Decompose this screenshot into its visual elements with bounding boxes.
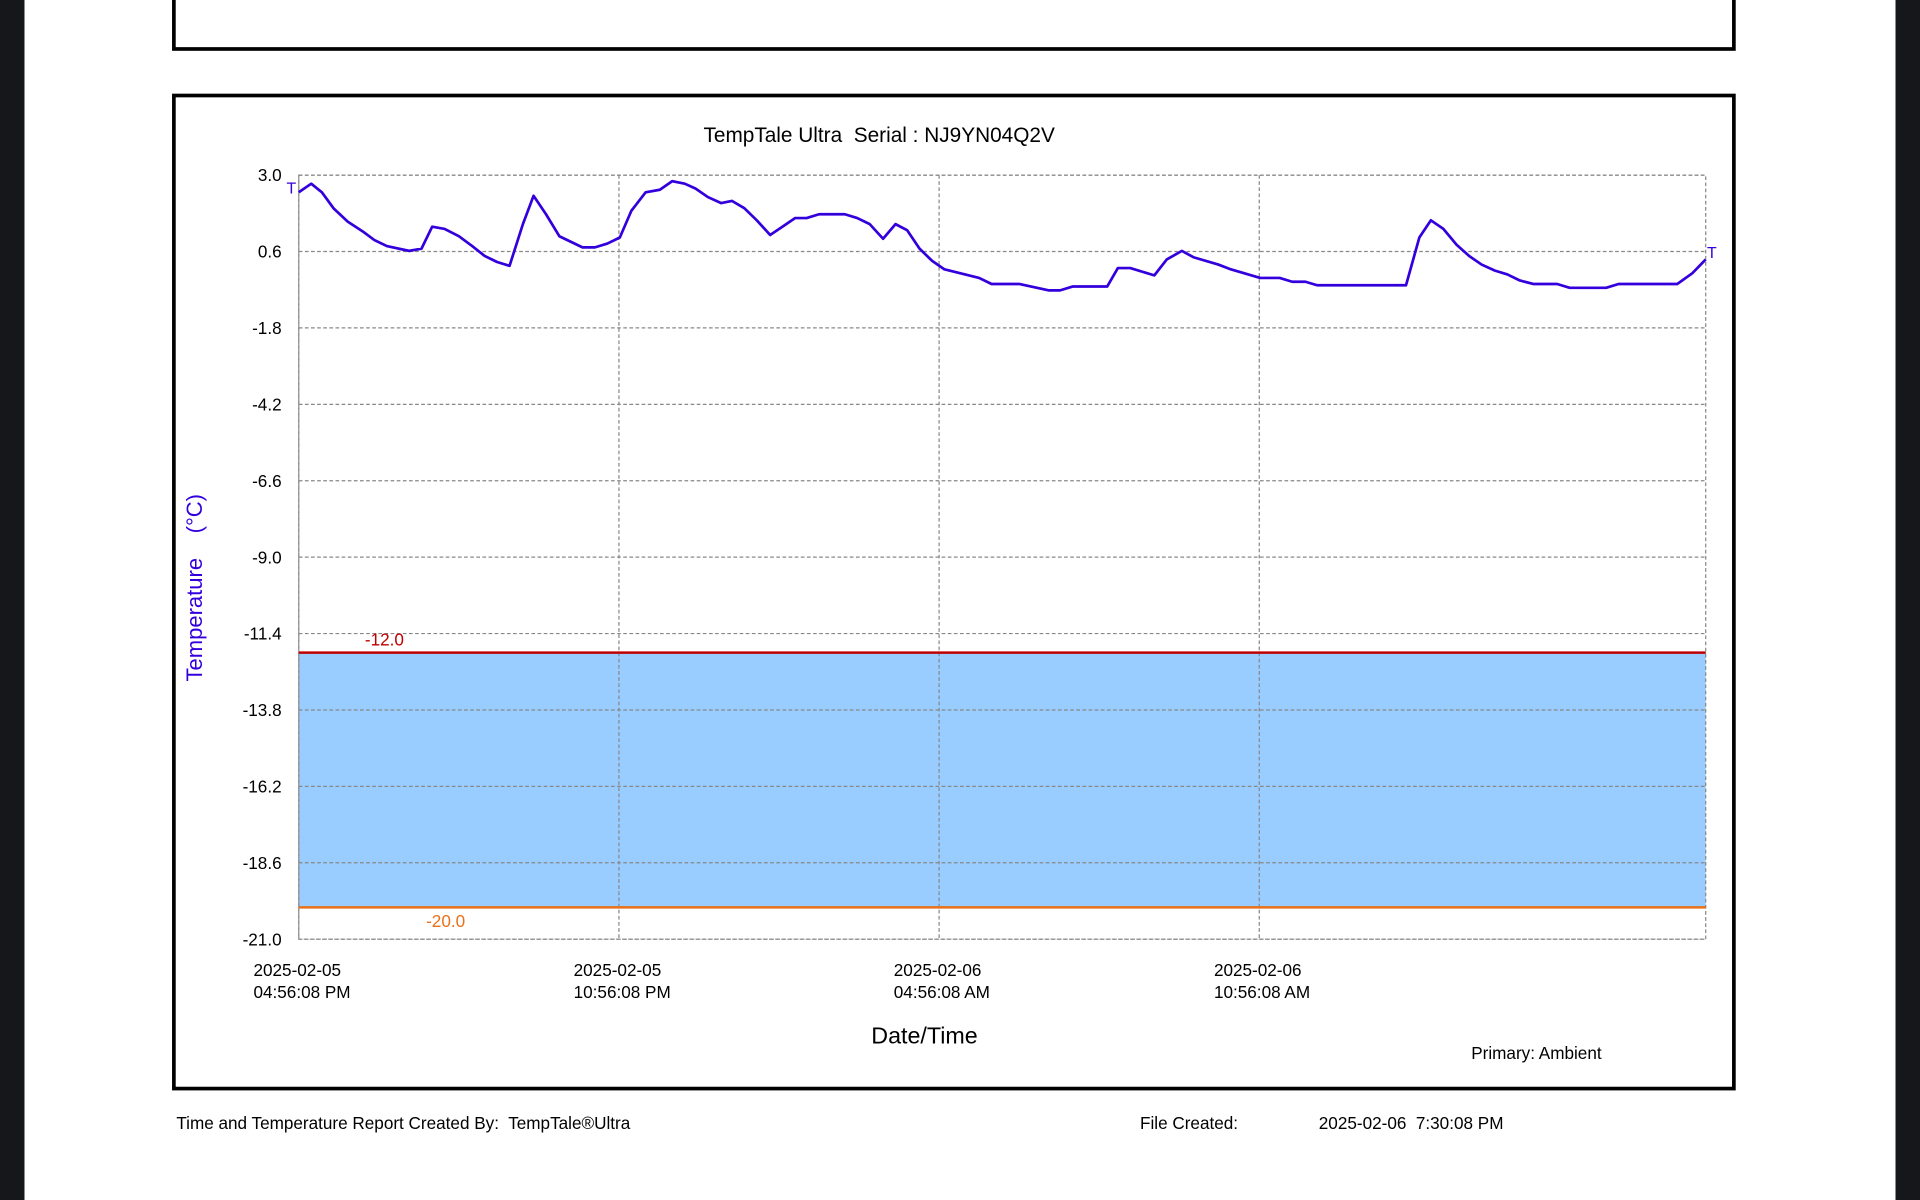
limit-band bbox=[298, 652, 1706, 908]
x-tick-label: 2025-02-05 bbox=[253, 960, 341, 980]
x-tick-label: 10:56:08 PM bbox=[574, 982, 671, 1002]
y-tick-label: 0.6 bbox=[258, 242, 282, 262]
y-tick-label: -18.6 bbox=[243, 853, 282, 873]
footer-created-by: Time and Temperature Report Created By: … bbox=[176, 1113, 630, 1133]
plot: 3.0 0.6 -1.8 -4.2 -6.6 -9.0 -11.4 -13.8 -16.2 -18… bbox=[243, 165, 1717, 1002]
trip-marker: T bbox=[287, 180, 297, 197]
y-tick-label: 3.0 bbox=[258, 165, 282, 185]
legend-entry: Primary: Ambient bbox=[1471, 1043, 1602, 1063]
y-tick-label: -21.0 bbox=[243, 929, 282, 949]
y-tick-label: -16.2 bbox=[243, 776, 282, 796]
x-axis-label: Date/Time bbox=[871, 1022, 977, 1048]
y-tick-label: -1.8 bbox=[252, 318, 282, 338]
y-tick-label: -11.4 bbox=[244, 624, 282, 644]
y-tick-label: -13.8 bbox=[243, 700, 282, 720]
y-tick-label: -9.0 bbox=[252, 547, 282, 567]
y-tick-label: -6.6 bbox=[252, 471, 282, 491]
x-tick-label: 04:56:08 PM bbox=[253, 982, 350, 1002]
y-axis-label: Temperature (°C) bbox=[182, 494, 207, 682]
y-tick-label: -4.2 bbox=[252, 394, 282, 414]
x-tick-label: 10:56:08 AM bbox=[1214, 982, 1310, 1002]
x-tick-label: 2025-02-06 bbox=[894, 960, 982, 980]
side-bar bbox=[0, 0, 25, 1200]
x-tick-label: 04:56:08 AM bbox=[894, 982, 990, 1002]
x-tick-label: 2025-02-06 bbox=[1214, 960, 1302, 980]
side-bar bbox=[1895, 0, 1920, 1200]
x-tick-label: 2025-02-05 bbox=[574, 960, 662, 980]
previous-panel bbox=[172, 0, 1736, 51]
footer-file-created: 2025-02-06 7:30:08 PM bbox=[1319, 1113, 1504, 1133]
limit-label: -20.0 bbox=[426, 911, 465, 931]
limit-label: -12.0 bbox=[365, 629, 404, 649]
chart-panel bbox=[172, 93, 1736, 1091]
footer-file-created-label: File Created: bbox=[1140, 1113, 1238, 1133]
plot-border bbox=[298, 174, 1707, 940]
trip-marker: T bbox=[1707, 245, 1717, 262]
chart-title: TempTale Ultra Serial : NJ9YN04Q2V bbox=[703, 124, 1054, 147]
series-line bbox=[298, 179, 1707, 292]
